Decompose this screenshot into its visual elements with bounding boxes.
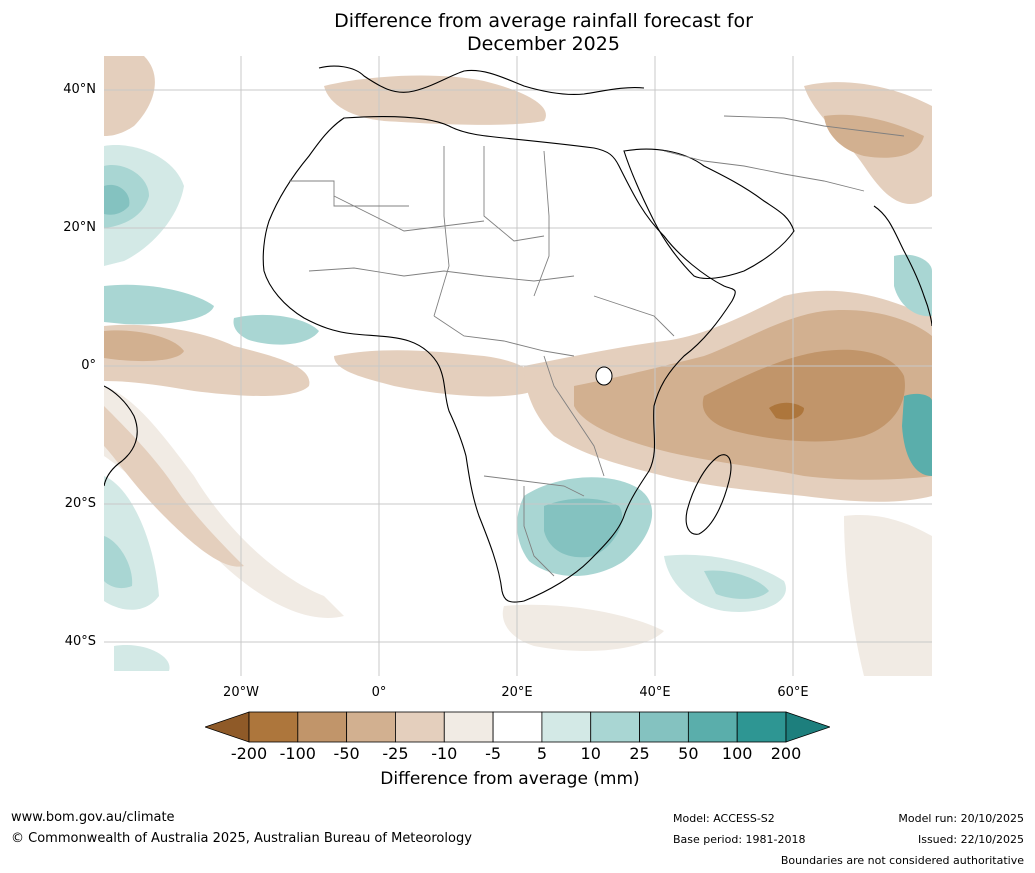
dry-region-middle-east-core: [824, 114, 924, 158]
colorbar-segment: [443, 711, 494, 743]
footer-model-run: Model run: 20/10/2025: [898, 812, 1024, 825]
footer-model: Model: ACCESS-S2: [673, 812, 775, 825]
footer-copyright: © Commonwealth of Australia 2025, Austra…: [11, 831, 472, 846]
dry-region-gulf-guinea: [334, 350, 537, 397]
wet-region-arabian-sea: [894, 254, 932, 317]
dry-region-indian-peak: [769, 402, 804, 420]
dry-region-south-indian: [844, 515, 932, 676]
wet-region-gulf: [233, 314, 319, 345]
border-southern-africa: [483, 475, 585, 497]
colorbar-segment: [736, 711, 787, 743]
lat-label-equator: 0°: [81, 358, 96, 373]
colorbar-segment: [541, 711, 592, 743]
wet-region-tropical-atlantic: [104, 284, 214, 325]
lakes: [595, 366, 613, 386]
colorbar-extend-low: [205, 711, 250, 743]
dry-region-south-atlantic: [104, 386, 344, 618]
map-gridlines: [104, 56, 932, 676]
border-sahel-north: [333, 195, 485, 232]
colorbar-tick-label: 10: [580, 744, 601, 763]
title-line-1: Difference from average rainfall forecas…: [334, 10, 753, 32]
border-central-asia: [723, 115, 905, 137]
dry-region-iberia-atlantic: [104, 56, 155, 136]
colorbar-tick-label: -100: [279, 744, 316, 763]
lon-label-0: 0°: [371, 685, 387, 700]
lat-label-20s: 20°S: [64, 496, 96, 511]
lon-label-40e: 40°E: [639, 685, 671, 700]
colorbar: [205, 711, 830, 743]
dry-region-atlantic-core: [104, 330, 184, 362]
lon-label-20w: 20°W: [223, 685, 259, 700]
colorbar-tick-label: 5: [536, 744, 547, 763]
border-sahel-belt: [308, 267, 575, 282]
colorbar-tick-label: -10: [431, 744, 458, 763]
colorbar-segment: [346, 711, 396, 743]
border-egypt-sudan: [533, 150, 550, 297]
south-america-coastline: [104, 385, 138, 487]
rainfall-map: [104, 56, 932, 676]
colorbar-segment: [395, 711, 445, 743]
colorbar-tick-label: 200: [770, 744, 802, 763]
border-libya-chad: [483, 146, 545, 242]
colorbar-tick-label: -25: [382, 744, 409, 763]
colorbar-segment: [687, 711, 738, 743]
lon-label-20e: 20°E: [501, 685, 533, 700]
dry-region-southern-ocean: [502, 604, 664, 651]
colorbar-tick-label: 25: [629, 744, 650, 763]
country-borders: [289, 115, 905, 577]
wet-region-southwest: [114, 645, 170, 671]
iberia-europe-coastline: [318, 65, 645, 96]
colorbar-tick-label: 50: [678, 744, 699, 763]
border-horn-africa: [593, 295, 675, 337]
wet-region-north-atlantic-core: [104, 184, 130, 215]
lat-label-40s: 40°S: [64, 634, 96, 649]
coastlines: [104, 65, 932, 603]
colorbar-segment: [590, 711, 640, 743]
madagascar-coastline: [685, 454, 732, 535]
colorbar-tick-label: 100: [721, 744, 753, 763]
colorbar-segment: [492, 711, 543, 743]
colorbar-segment: [248, 711, 299, 743]
africa-coastline: [262, 115, 736, 603]
border-algeria-niger: [433, 146, 450, 317]
wet-region-east-indian: [902, 393, 932, 476]
arabia-coastline: [623, 148, 795, 280]
footer-website: www.bom.gov.au/climate: [11, 810, 175, 825]
colorbar-tick-label: -200: [230, 744, 268, 763]
footer-disclaimer: Boundaries are not considered authoritat…: [780, 854, 1024, 867]
border-central-africa: [433, 315, 575, 357]
border-namibia-botswana: [523, 486, 555, 577]
footer-base-period: Base period: 1981-2018: [673, 833, 806, 846]
wet-region-southern-africa-core: [544, 498, 623, 558]
colorbar-tick-label: -5: [485, 744, 502, 763]
colorbar-extend-high: [785, 711, 830, 743]
wet-region-mozambique-core: [704, 570, 769, 599]
wet-region-south-atlantic-core: [104, 536, 133, 589]
border-congo-south: [543, 355, 605, 477]
map-title: Difference from average rainfall forecas…: [0, 10, 1035, 56]
title-line-2: December 2025: [467, 33, 620, 55]
india-coastline: [873, 205, 932, 327]
wet-anomaly-regions: [104, 145, 932, 671]
dry-anomaly-regions: [104, 56, 932, 676]
footer-issued: Issued: 22/10/2025: [917, 833, 1024, 846]
colorbar-label: Difference from average (mm): [380, 769, 640, 789]
dry-region-south-atlantic-inner: [104, 406, 244, 567]
dry-region-indian-core: [702, 349, 905, 442]
lake-victoria: [595, 366, 613, 386]
lat-label-20n: 20°N: [63, 220, 96, 235]
colorbar-segment: [297, 711, 348, 743]
colorbar-tick-label: -50: [333, 744, 360, 763]
lon-label-60e: 60°E: [777, 685, 809, 700]
border-sahara-west: [289, 180, 409, 207]
border-middle-east: [663, 150, 865, 192]
lat-label-40n: 40°N: [63, 82, 96, 97]
colorbar-segment: [639, 711, 689, 743]
